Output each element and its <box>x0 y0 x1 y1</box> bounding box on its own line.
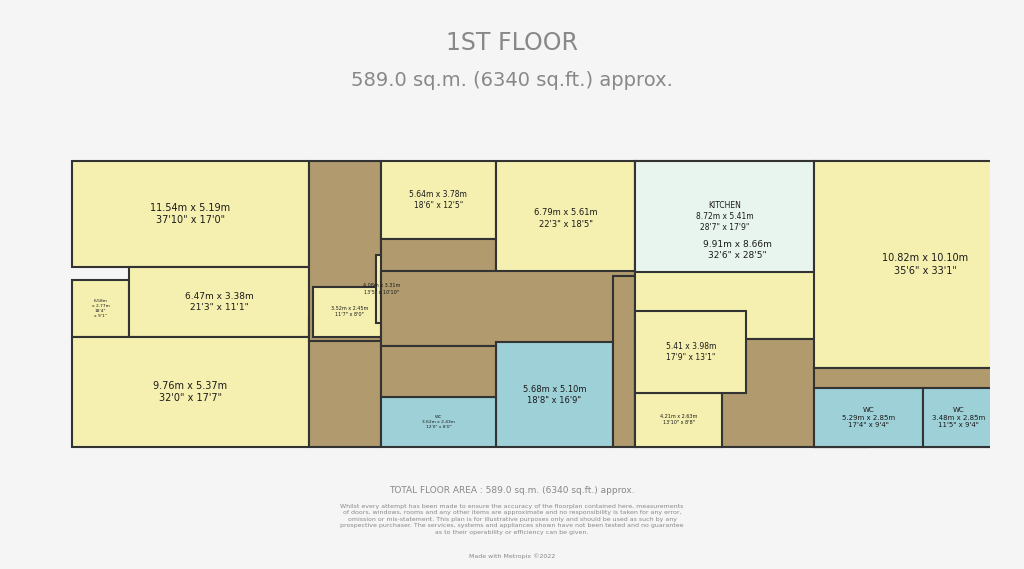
Bar <box>814 389 923 447</box>
Text: KITCHEN
8.72m x 5.41m
28'7" x 17'9": KITCHEN 8.72m x 5.41m 28'7" x 17'9" <box>696 201 754 232</box>
Bar <box>636 161 839 339</box>
Text: 3.52m x 2.45m
11'7" x 8'0": 3.52m x 2.45m 11'7" x 8'0" <box>331 306 369 318</box>
Bar <box>636 161 814 272</box>
Bar <box>73 161 309 267</box>
Bar <box>612 276 636 447</box>
Bar <box>73 280 129 337</box>
Bar <box>923 389 994 447</box>
Text: 5.68m x 5.10m
18'8" x 16'9": 5.68m x 5.10m 18'8" x 16'9" <box>522 385 586 405</box>
Bar <box>129 267 309 337</box>
Text: Whilst every attempt has been made to ensure the accuracy of the floorplan conta: Whilst every attempt has been made to en… <box>340 504 684 535</box>
Bar <box>497 343 612 447</box>
Bar <box>313 287 386 337</box>
Text: 11.54m x 5.19m
37'10" x 17'0": 11.54m x 5.19m 37'10" x 17'0" <box>151 203 230 225</box>
Text: Made with Metropix ©2022: Made with Metropix ©2022 <box>469 553 555 559</box>
Text: TOTAL FLOOR AREA : 589.0 sq.m. (6340 sq.ft.) approx.: TOTAL FLOOR AREA : 589.0 sq.m. (6340 sq.… <box>389 486 635 496</box>
Text: 6.47m x 3.38m
21'3" x 11'1": 6.47m x 3.38m 21'3" x 11'1" <box>184 292 253 312</box>
Bar <box>636 311 746 393</box>
Text: 10.82m x 10.10m
35'6" x 33'1": 10.82m x 10.10m 35'6" x 33'1" <box>882 253 968 276</box>
Bar <box>497 161 636 276</box>
Bar <box>814 368 1024 447</box>
Text: 5.41 x 3.98m
17'9" x 13'1": 5.41 x 3.98m 17'9" x 13'1" <box>666 342 716 362</box>
Text: 6.79m x 5.61m
22'3" x 18'5": 6.79m x 5.61m 22'3" x 18'5" <box>534 208 598 229</box>
Bar <box>814 161 1024 368</box>
Bar <box>309 318 381 447</box>
Text: WC
3.48m x 2.85m
11'5" x 9'4": WC 3.48m x 2.85m 11'5" x 9'4" <box>932 407 985 428</box>
Text: 589.0 sq.m. (6340 sq.ft.) approx.: 589.0 sq.m. (6340 sq.ft.) approx. <box>351 71 673 90</box>
Text: 9.76m x 5.37m
32'0" x 17'7": 9.76m x 5.37m 32'0" x 17'7" <box>154 381 227 403</box>
Text: 4.08m x 3.31m
13'5" x 10'10": 4.08m x 3.31m 13'5" x 10'10" <box>362 283 400 295</box>
Bar <box>636 339 869 447</box>
Bar <box>309 161 381 341</box>
Text: 5.64m x 3.78m
18'6" x 12'5": 5.64m x 3.78m 18'6" x 12'5" <box>410 189 467 210</box>
Text: 4.21m x 2.63m
13'10" x 8'8": 4.21m x 2.63m 13'10" x 8'8" <box>659 414 697 426</box>
Bar <box>376 255 387 323</box>
Text: WC
5.29m x 2.85m
17'4" x 9'4": WC 5.29m x 2.85m 17'4" x 9'4" <box>842 407 895 428</box>
Text: WC
3.62m x 2.43m
12'0" x 8'0": WC 3.62m x 2.43m 12'0" x 8'0" <box>422 415 455 429</box>
Text: 9.91m x 8.66m
32'6" x 28'5": 9.91m x 8.66m 32'6" x 28'5" <box>702 240 771 260</box>
Text: 6.58m
x 2.77m
18'4"
x 9'1": 6.58m x 2.77m 18'4" x 9'1" <box>92 299 110 318</box>
Bar <box>381 346 497 397</box>
Bar <box>381 397 497 447</box>
Bar <box>636 393 722 447</box>
Bar <box>381 271 636 346</box>
Bar <box>381 238 497 341</box>
Bar <box>381 161 497 238</box>
Text: 1ST FLOOR: 1ST FLOOR <box>446 31 578 55</box>
Bar <box>73 337 309 447</box>
